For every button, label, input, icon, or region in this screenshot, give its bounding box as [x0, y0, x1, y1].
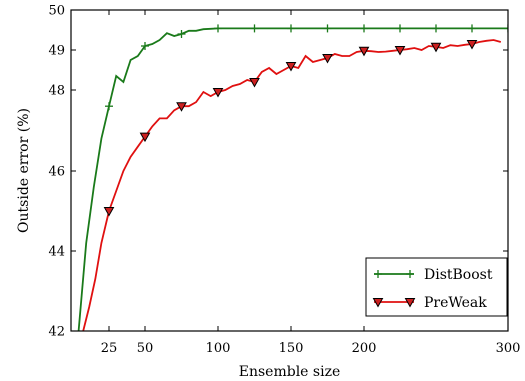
legend-item-preweak: PreWeak [372, 295, 487, 311]
series-marker-preweak [430, 42, 442, 53]
y-axis-title: Outside error (%) [16, 108, 32, 233]
series-marker-distboost [432, 24, 440, 33]
series-line-distboost [77, 27, 508, 331]
y-tick-label: 50 [48, 4, 65, 19]
y-tick-label: 44 [48, 245, 65, 260]
y-tick-label: 48 [48, 84, 65, 99]
legend-box [365, 257, 508, 317]
x-tick-label: 150 [279, 341, 304, 356]
series-marker-distboost [396, 24, 404, 33]
series-marker-distboost [468, 24, 476, 33]
legend-marker [374, 270, 382, 278]
series-marker-preweak [176, 102, 187, 112]
x-tick-label: 200 [352, 341, 377, 356]
x-tick-label: 300 [496, 341, 521, 356]
series-marker-preweak [322, 54, 333, 64]
series-marker-preweak [358, 46, 370, 57]
legend-item-distboost: DistBoost [374, 267, 493, 283]
series-layer [77, 24, 508, 331]
series-marker-preweak [139, 132, 151, 143]
series-marker-preweak [103, 207, 115, 217]
x-tick-label: 100 [206, 341, 231, 356]
series-marker-distboost [105, 102, 113, 111]
series-marker-distboost [141, 42, 149, 50]
legend-label: DistBoost [424, 267, 493, 283]
y-tick-label: 49 [48, 44, 65, 59]
series-marker-preweak [285, 62, 297, 72]
legend-label: PreWeak [424, 295, 487, 311]
series-marker-distboost [214, 24, 222, 33]
series-marker-preweak [394, 46, 406, 56]
series-marker-preweak [212, 88, 224, 98]
series-marker-distboost [360, 24, 368, 33]
axes-layer: 25 50 100 150 200 300 42 44 46 48 49 50 [48, 4, 520, 357]
series-marker-distboost [177, 30, 186, 38]
series-marker-distboost [250, 24, 259, 33]
x-axis-title: Ensemble size [239, 364, 340, 380]
legend-marker [406, 270, 414, 278]
series-marker-distboost [323, 24, 332, 33]
legend-marker [372, 298, 384, 308]
x-tick-label: 50 [137, 341, 154, 356]
series-marker-preweak [466, 40, 478, 50]
y-tick-label: 42 [48, 325, 65, 340]
series-marker-distboost [504, 24, 508, 33]
series-marker-distboost [287, 24, 295, 33]
y-tick-label: 46 [48, 165, 65, 180]
x-tick-label: 25 [101, 341, 118, 356]
legend-marker [404, 298, 416, 308]
legend: DistBoost PreWeak [365, 257, 508, 317]
series-marker-preweak [249, 78, 260, 88]
